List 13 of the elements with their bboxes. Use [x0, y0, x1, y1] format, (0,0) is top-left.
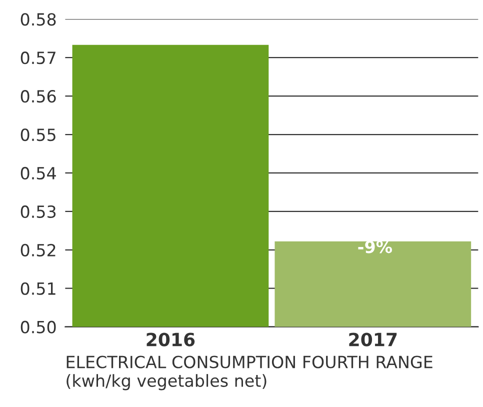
y-tick-label: 0.56 [20, 90, 56, 103]
y-tick-label: 0.50 [20, 320, 56, 334]
x-tick-label: 2016 [146, 332, 195, 346]
x-tick-label: 2017 [349, 332, 397, 346]
y-tick-label: 0.57 [20, 52, 56, 64]
y-tick-label: 0.55 [20, 128, 56, 142]
x-axis-title: ELECTRICAL CONSUMPTION FOURTH RANGE (kwh/kg vegetables net) [66, 356, 432, 390]
y-tick-label: 0.52 [20, 244, 56, 256]
y-tick-label: 0.58 [20, 13, 56, 26]
y-tick-label: 0.54 [20, 166, 56, 180]
annotation: -9% [358, 240, 392, 254]
y-tick-label: 0.51 [20, 282, 56, 295]
y-tick-label: 0.53 [20, 205, 56, 218]
